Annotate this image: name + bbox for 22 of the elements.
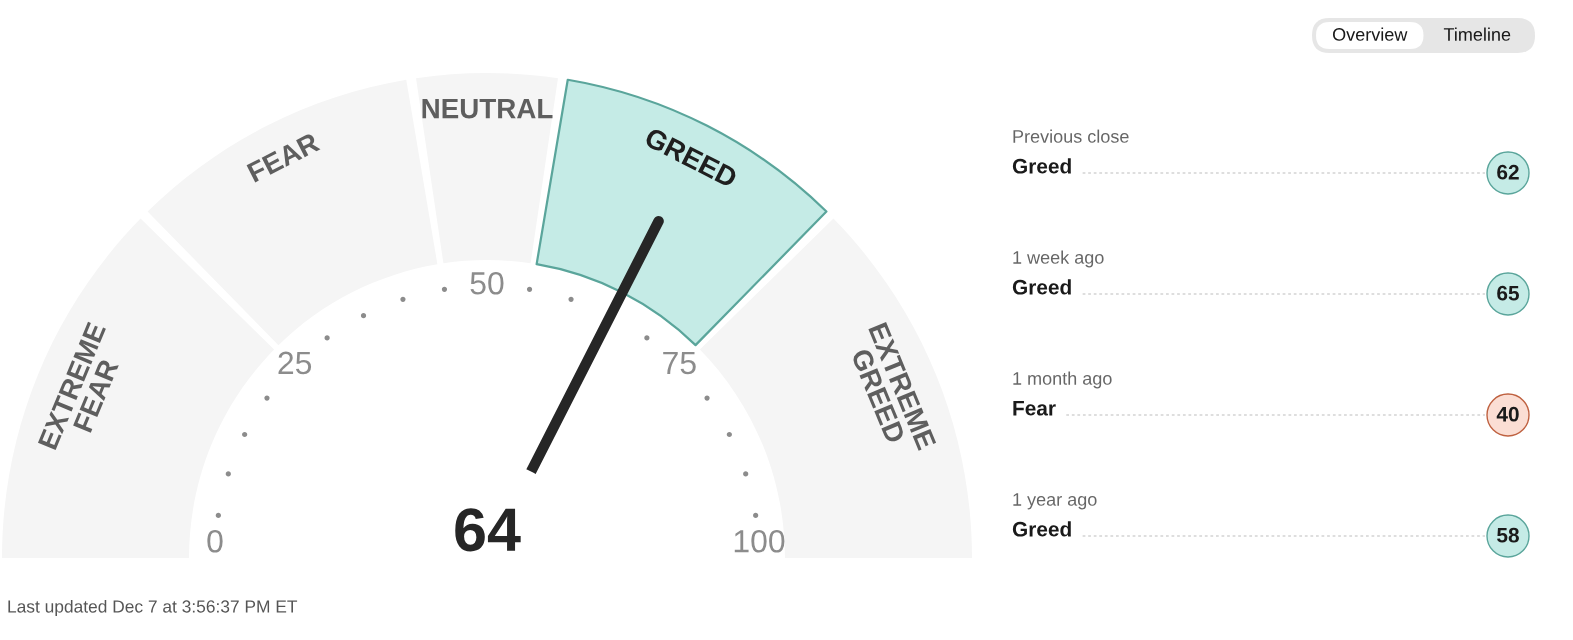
data-label: 40 — [1496, 406, 1519, 422]
category-label: Previous close — [1013, 129, 1129, 143]
text: 75 — [663, 351, 696, 375]
category-label: Greed — [1012, 279, 1071, 295]
category-label: 1 month ago — [1013, 371, 1112, 389]
data-label: 62 — [1497, 164, 1519, 180]
text: 50 — [470, 271, 504, 295]
data-label: 65 — [1497, 285, 1520, 301]
text: 100 — [734, 529, 785, 553]
category-label: 1 week ago — [1013, 250, 1104, 268]
text: 0 — [207, 529, 223, 553]
category-label: 1 year ago — [1013, 493, 1097, 510]
category-label: Greed — [1012, 521, 1071, 537]
category-label: Greed — [1012, 158, 1071, 174]
data-label: 58 — [1497, 527, 1519, 543]
slice-label: NEUTRAL — [422, 99, 553, 119]
text: 25 — [278, 351, 312, 375]
text: 64 — [455, 508, 521, 552]
category-label: Fear — [1013, 401, 1056, 416]
category-label: Overview — [1332, 27, 1408, 41]
text: Last updated Dec 7 at 3:56:37 PM ET — [8, 599, 298, 617]
category-label: Timeline — [1443, 27, 1511, 41]
